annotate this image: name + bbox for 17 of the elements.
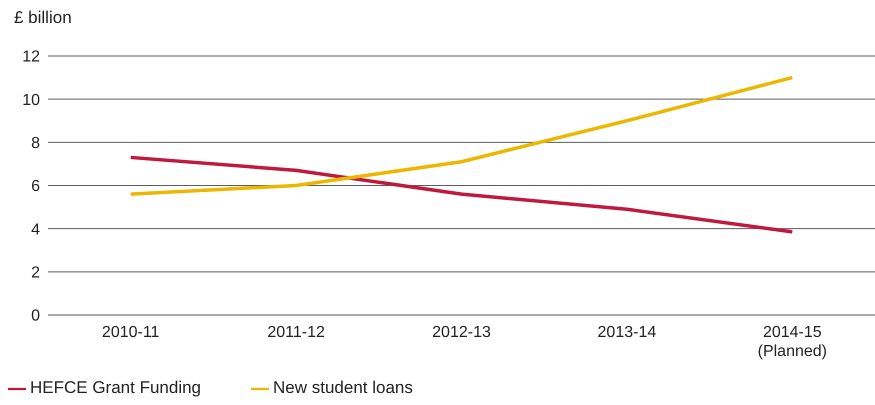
x-tick-label: 2012-13 [432,324,491,341]
line-series [128,76,794,196]
y-tick-label: 6 [31,178,40,196]
y-tick-label: 10 [22,92,40,109]
y-tick-label: 8 [31,135,40,152]
x-tick-label: 2014-15 (Planned) [758,324,827,360]
x-tick-label: 2011-12 [267,324,325,341]
y-tick-label: 4 [31,221,40,238]
y-tick-label: 12 [22,48,40,66]
line-series [128,156,794,234]
legend-label: HEFCE Grant Funding [30,378,202,397]
x-tick-label: 2010-11 [102,324,160,341]
y-tick-label: 2 [31,264,40,282]
legend-label: New student loans [273,378,413,397]
x-tick-label: 2013-14 [598,324,656,341]
y-axis-title: £ billion [14,8,73,29]
y-tick-label: 0 [31,308,40,325]
